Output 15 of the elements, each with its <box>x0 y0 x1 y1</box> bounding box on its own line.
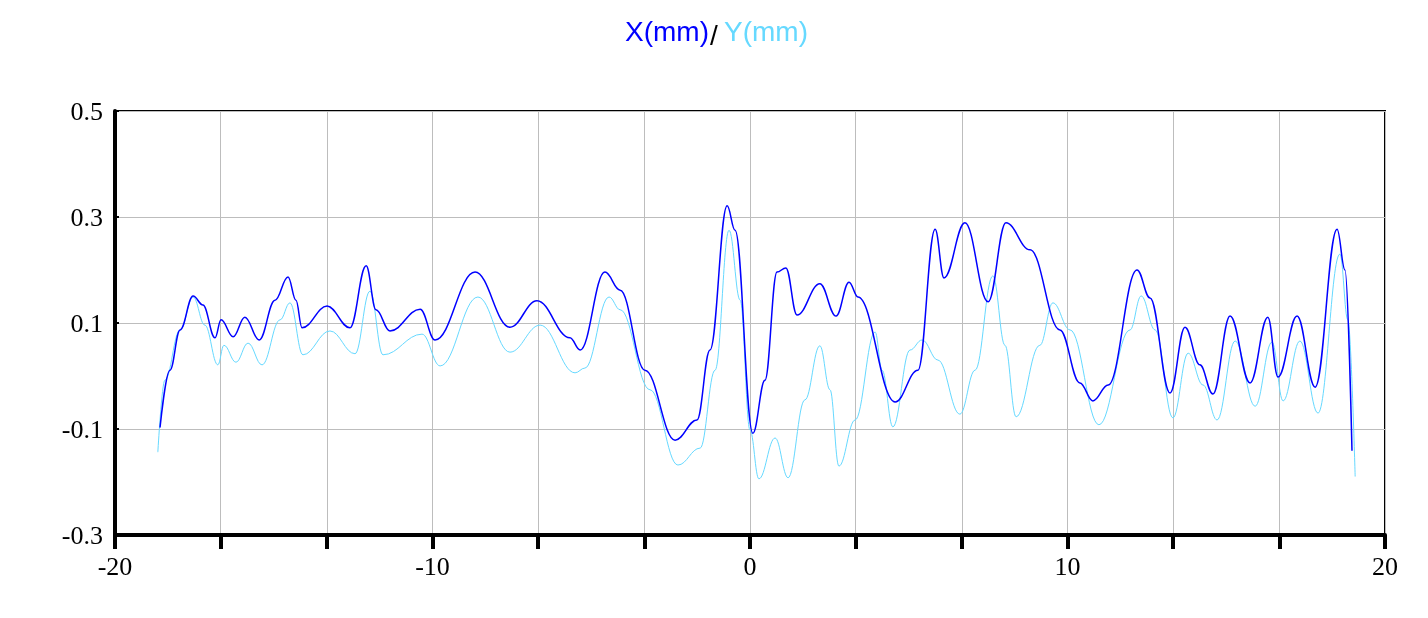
line-series <box>159 205 1353 451</box>
text: Y(mm) <box>724 15 808 47</box>
x-tick-label: 10 <box>1054 551 1081 581</box>
y-tick-label: 0.5 <box>70 96 103 126</box>
x-tick-label: -20 <box>97 551 133 581</box>
text: X(mm) <box>625 15 710 47</box>
text: / <box>710 19 719 51</box>
x-tick-label: 20 <box>1372 551 1398 581</box>
y-tick-label: 0.3 <box>70 202 103 232</box>
y-tick-label: -0.1 <box>61 414 103 444</box>
y-tick-label: -0.3 <box>61 520 103 550</box>
x-tick-label: -10 <box>415 551 450 581</box>
line-series <box>157 229 1356 480</box>
y-tick-label: 0.1 <box>70 308 103 338</box>
x-tick-label: 0 <box>743 551 757 581</box>
